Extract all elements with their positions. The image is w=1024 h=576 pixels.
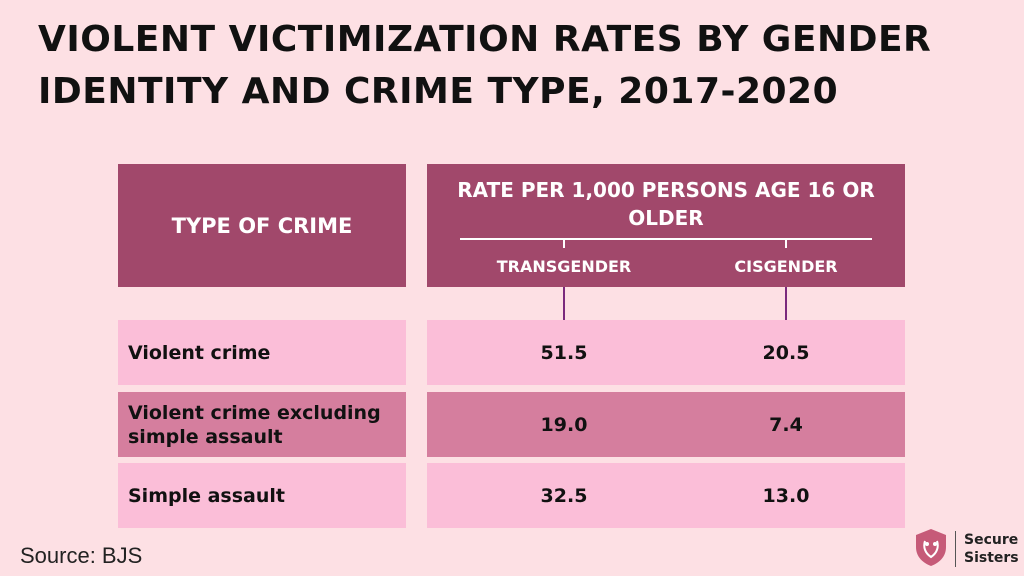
source-note: Source: BJS	[20, 543, 143, 568]
cell-violent-crime-transgender: 51.5	[540, 341, 588, 364]
connector-cisgender	[785, 287, 787, 320]
cell-violent-crime-excl-cisgender: 7.4	[769, 413, 803, 436]
header-rate-label: RATE PER 1,000 PERSONS AGE 16 OR OLDER	[457, 178, 875, 230]
header-divider-line	[460, 238, 872, 240]
column-header-transgender: TRANSGENDER	[496, 257, 632, 276]
cell-violent-crime-cisgender: 20.5	[762, 341, 810, 364]
row-label-simple-assault: Simple assault	[118, 463, 406, 528]
header-rate-group: RATE PER 1,000 PERSONS AGE 16 OR OLDER	[427, 164, 905, 287]
connector-transgender	[563, 287, 565, 320]
header-tick-transgender	[563, 238, 565, 248]
brand-line-2: Sisters	[964, 550, 1019, 566]
column-header-cisgender: CISGENDER	[734, 257, 838, 276]
cell-simple-assault-transgender: 32.5	[540, 484, 588, 507]
table-row	[427, 320, 905, 385]
brand-line-1: Secure	[964, 532, 1019, 548]
shield-icon	[913, 527, 949, 572]
cell-simple-assault-cisgender: 13.0	[762, 484, 810, 507]
cell-violent-crime-excl-transgender: 19.0	[540, 413, 588, 436]
table-row	[427, 463, 905, 528]
brand-logo: Secure Sisters	[913, 525, 1023, 573]
row-label-violent-crime: Violent crime	[118, 320, 406, 385]
header-tick-cisgender	[785, 238, 787, 248]
header-type-of-crime: TYPE OF CRIME	[118, 164, 406, 287]
page-title: VIOLENT VICTIMIZATION RATES BY GENDER ID…	[38, 19, 932, 112]
table-row	[427, 392, 905, 457]
brand-name: Secure Sisters	[955, 531, 1019, 567]
row-label-violent-crime-excl: Violent crime excluding simple assault	[118, 392, 406, 457]
